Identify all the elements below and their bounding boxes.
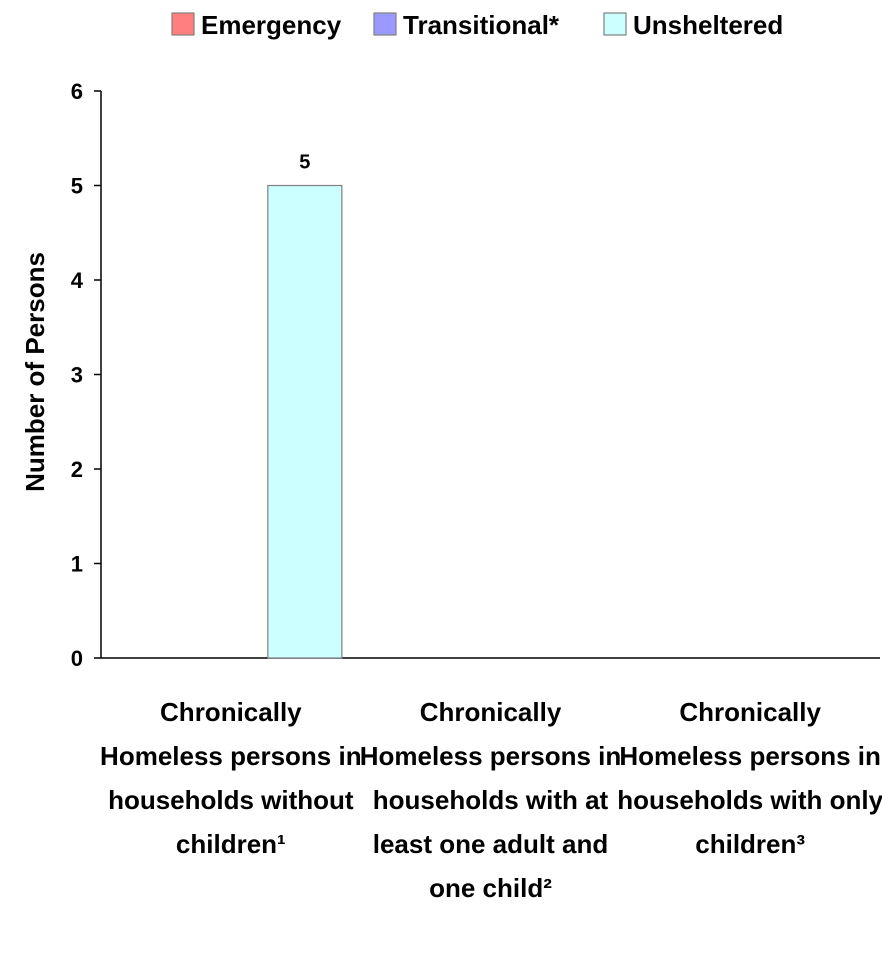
bar-unsheltered-0 (267, 184, 343, 659)
y-tick-label: 2 (71, 457, 83, 482)
legend-swatch (603, 12, 627, 36)
legend-label: Transitional* (403, 10, 560, 40)
y-axis-title: Number of Persons (20, 252, 50, 492)
data-labels: 5 (299, 152, 310, 174)
legend-swatch (373, 12, 397, 36)
y-tick-label: 5 (71, 174, 83, 199)
y-tick-label: 4 (71, 268, 84, 293)
y-axis: 0 1 2 3 4 5 6 (71, 79, 102, 671)
y-tick-label: 0 (71, 646, 83, 671)
legend-swatch (171, 12, 195, 36)
x-category-label: Chronically Homeless persons in househol… (100, 697, 362, 859)
legend-label: Unsheltered (633, 10, 783, 40)
legend: Emergency Transitional* Unsheltered (171, 10, 783, 40)
y-tick-label: 6 (71, 79, 83, 104)
x-category-label: Chronically Homeless persons in househol… (359, 697, 622, 903)
bars (267, 184, 343, 659)
y-tick-label: 3 (71, 363, 83, 388)
y-tick-label: 1 (71, 552, 83, 577)
legend-label: Emergency (201, 10, 342, 40)
data-label: 5 (299, 152, 310, 174)
x-category-label: Chronically Homeless persons in househol… (617, 697, 882, 859)
